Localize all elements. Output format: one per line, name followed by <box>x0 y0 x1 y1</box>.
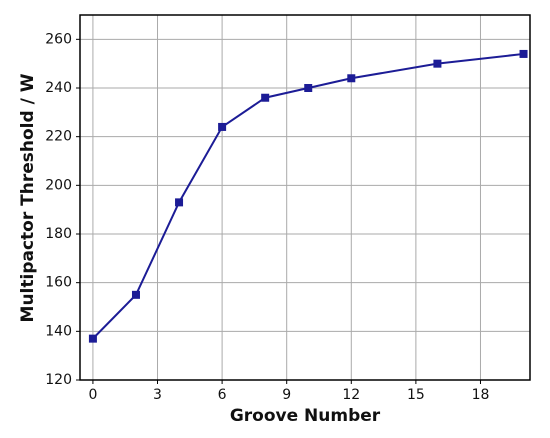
y-tick-label: 180 <box>45 226 72 242</box>
y-tick-label: 120 <box>45 372 72 388</box>
x-tick-label: 0 <box>88 387 97 403</box>
marker <box>131 290 140 299</box>
marker <box>304 84 313 92</box>
marker <box>519 49 528 58</box>
x-tick-label: 3 <box>153 387 162 403</box>
x-tick-label: 12 <box>342 387 360 403</box>
marker <box>261 93 270 102</box>
x-tick-label: 18 <box>472 387 490 403</box>
plot-frame <box>79 14 531 381</box>
x-tick-label: 6 <box>218 387 227 403</box>
y-tick-label: 160 <box>45 275 72 291</box>
x-tick-label: 9 <box>282 387 291 403</box>
marker <box>88 334 97 343</box>
marker <box>433 59 442 68</box>
y-tick-label: 260 <box>45 31 72 47</box>
marker <box>218 122 227 131</box>
x-axis-label: Groove Number <box>230 406 381 426</box>
marker <box>347 74 356 83</box>
y-tick-label: 240 <box>45 80 72 96</box>
marker <box>175 198 184 207</box>
x-tick-label: 15 <box>407 387 425 403</box>
y-tick-label: 140 <box>45 323 72 339</box>
y-tick-label: 220 <box>45 129 72 145</box>
y-tick-label: 200 <box>45 177 72 193</box>
y-axis-label: Multipactor Threshold / W <box>18 73 38 322</box>
